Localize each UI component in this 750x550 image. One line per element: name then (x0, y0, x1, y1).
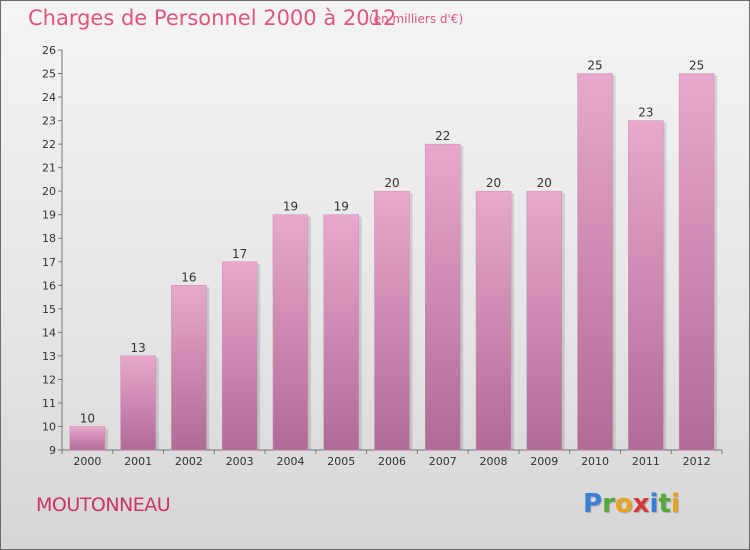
x-tick-label: 2003 (226, 455, 254, 468)
place-name: MOUTONNEAU (36, 494, 171, 516)
x-tick-label: 2008 (480, 455, 508, 468)
x-tick-label: 2006 (378, 455, 406, 468)
bar (272, 214, 309, 451)
data-label: 13 (131, 341, 146, 355)
x-tick-label: 2005 (327, 455, 355, 468)
y-tick-label: 14 (42, 326, 56, 339)
y-tick-label: 9 (49, 444, 56, 457)
bar (425, 143, 461, 451)
data-label: 16 (181, 270, 196, 284)
y-tick-label: 17 (42, 256, 56, 269)
x-tick-label: 2002 (175, 455, 203, 468)
y-tick-label: 16 (42, 279, 56, 292)
x-tick-label: 2009 (530, 455, 558, 468)
bar (374, 190, 410, 451)
chart-subtitle: (en milliers d'€) (369, 12, 464, 26)
bar (475, 190, 512, 451)
bar (69, 426, 106, 451)
x-tick-label: 2011 (632, 455, 660, 468)
x-tick-label: 2001 (124, 455, 152, 468)
logo-letter: i (649, 489, 659, 519)
y-tick-label: 20 (42, 185, 56, 198)
x-tick-label: 2004 (276, 455, 304, 468)
logo-letter: i (670, 489, 680, 519)
y-tick-label: 21 (42, 162, 56, 175)
bar (526, 190, 563, 451)
bar (171, 285, 207, 451)
y-tick-label: 13 (42, 350, 56, 363)
x-tick-label: 2007 (429, 455, 457, 468)
data-label: 20 (384, 176, 399, 190)
data-label: 20 (537, 176, 552, 190)
data-label: 19 (334, 200, 349, 214)
x-tick-label: 2012 (683, 455, 711, 468)
logo-letter: t (658, 489, 671, 519)
y-tick-label: 18 (42, 232, 56, 245)
y-tick-label: 24 (42, 91, 56, 104)
bar (323, 214, 359, 451)
y-tick-label: 19 (42, 209, 56, 222)
proxiti-logo: Proxiti (583, 489, 680, 519)
y-tick-label: 26 (42, 44, 56, 57)
logo-letter: r (602, 489, 615, 519)
x-tick-label: 2010 (581, 455, 609, 468)
y-tick-label: 10 (42, 420, 56, 433)
y-tick-label: 25 (42, 68, 56, 81)
logo-letter: x (632, 489, 650, 519)
y-tick-label: 15 (42, 303, 56, 316)
data-label: 23 (638, 106, 653, 120)
data-label: 25 (587, 59, 602, 73)
data-label: 17 (232, 247, 247, 261)
data-label: 20 (486, 176, 501, 190)
logo-letter: P (583, 489, 603, 519)
data-label: 19 (283, 200, 298, 214)
bar (577, 73, 613, 451)
data-label: 22 (435, 129, 450, 143)
x-tick-label: 2000 (73, 455, 101, 468)
plot-area: 9 10 11 12 13 14 15 16 17 18 19 20 21 22 23 24 25 26 2000 1… (42, 44, 723, 468)
y-tick-label: 12 (42, 373, 56, 386)
y-tick-label: 11 (42, 397, 56, 410)
y-tick-label: 23 (42, 115, 56, 128)
bar (221, 261, 258, 451)
bar (628, 120, 664, 451)
bar (678, 73, 715, 451)
y-tick-label: 22 (42, 138, 56, 151)
bar (120, 355, 156, 451)
logo-letter: o (614, 489, 633, 519)
data-label: 10 (80, 411, 95, 425)
chart-title: Charges de Personnel 2000 à 2012 (28, 6, 397, 30)
data-label: 25 (689, 59, 704, 73)
